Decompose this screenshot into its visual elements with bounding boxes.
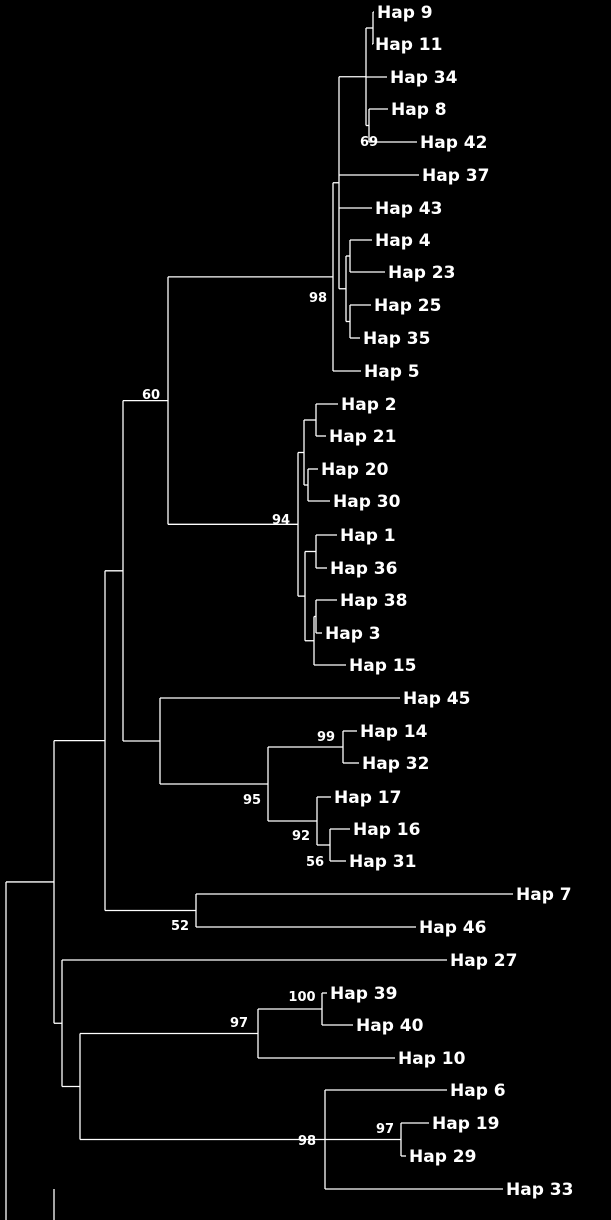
support-value: 92 [292,829,310,844]
leaf-label: Hap 19 [432,1114,499,1134]
support-value: 98 [298,1134,316,1149]
leaf-label: Hap 38 [340,591,407,611]
leaf-label: Hap 36 [330,559,397,579]
leaf-label: Hap 45 [403,689,470,709]
leaf-label: Hap 15 [349,656,416,676]
support-value: 60 [142,388,160,403]
leaf-label: Hap 20 [321,460,389,480]
leaf-label: Hap 6 [450,1081,506,1101]
leaf-label: Hap 30 [333,492,401,512]
leaf-label: Hap 8 [391,100,447,120]
leaf-label: Hap 17 [334,788,401,808]
support-value: 56 [306,855,324,870]
leaf-label: Hap 25 [374,296,441,316]
leaf-label: Hap 9 [377,3,433,23]
support-value: 97 [376,1122,394,1137]
leaf-label: Hap 31 [349,852,416,872]
leaf-label: Hap 1 [340,526,396,546]
tree-branches [5,11,513,1220]
leaf-label: Hap 14 [360,722,428,742]
leaf-label: Hap 37 [422,166,489,186]
leaf-label: Hap 40 [356,1016,424,1036]
leaf-label: Hap 46 [419,918,486,938]
leaf-label: Hap 34 [390,68,458,88]
leaf-label: Hap 21 [329,427,396,447]
leaf-label: Hap 4 [375,231,431,251]
leaf-label: Hap 10 [398,1049,466,1069]
support-value: 94 [272,513,290,528]
leaf-label: Hap 35 [363,329,430,349]
support-value: 98 [309,291,327,306]
leaf-label: Hap 43 [375,199,442,219]
leaf-label: Hap 29 [409,1147,476,1167]
support-labels: 60 98 69 94 95 99 92 56 52 97 100 98 97 [142,135,394,1149]
support-value: 97 [230,1016,248,1031]
leaf-label: Hap 3 [325,624,381,644]
leaf-label: Hap 32 [362,754,429,774]
leaf-label: Hap 33 [506,1180,573,1200]
leaf-label: Hap 27 [450,951,517,971]
leaf-labels: Hap 9 Hap 11 Hap 34 Hap 8 Hap 42 Hap 37 Hap 43… [321,3,573,1200]
support-value: 69 [360,135,378,150]
leaf-label: Hap 23 [388,263,455,283]
leaf-label: Hap 42 [420,133,487,153]
leaf-label: Hap 39 [330,984,397,1004]
support-value: 95 [243,793,261,808]
leaf-label: Hap 16 [353,820,420,840]
leaf-label: Hap 2 [341,395,397,415]
leaf-label: Hap 7 [516,885,572,905]
support-value: 99 [317,730,335,745]
support-value: 52 [171,919,189,934]
leaf-label: Hap 11 [375,35,442,55]
support-value: 100 [288,990,315,1005]
leaf-label: Hap 5 [364,362,420,382]
